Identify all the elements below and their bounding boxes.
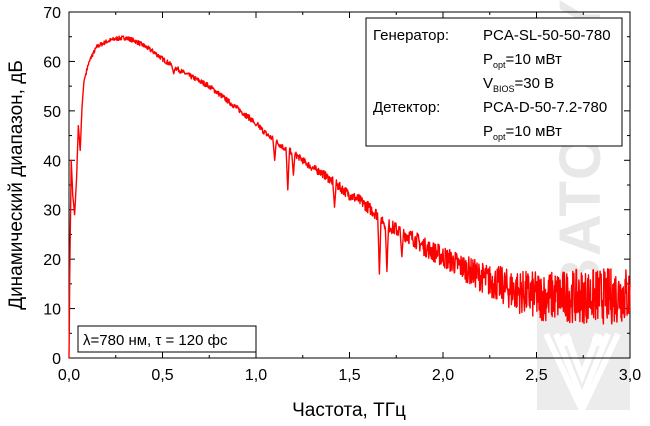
info-row-value: Popt=10 мВт (483, 123, 562, 142)
x-tick-label: 2,0 (432, 367, 454, 384)
info-box: Генератор: PCA-SL-50-50-780 Popt=10 мВт VBI… (365, 17, 623, 147)
x-tick-label: 1,5 (338, 367, 360, 384)
info-row-value: PCA-D-50-7.2-780 (483, 99, 607, 116)
y-tick-label: 70 (43, 5, 61, 22)
info-row-value: PCA-SL-50-50-780 (483, 27, 611, 44)
info-row-value: Popt=10 мВт (483, 51, 562, 70)
info-box-rows: Генератор: PCA-SL-50-50-780 Popt=10 мВт VBI… (373, 27, 611, 142)
y-tick-label: 10 (43, 302, 61, 319)
x-axis-title: Частота, ТГц (292, 400, 406, 421)
x-tick-label: 0,0 (58, 367, 80, 384)
params-text: λ=780 нм, τ = 120 фс (83, 332, 228, 349)
y-tick-label: 30 (43, 203, 61, 220)
watermark-logo-ring-icon (560, 334, 604, 346)
info-row-label: Генератор: (373, 27, 449, 44)
y-tick-label: 60 (43, 54, 61, 71)
series-line (68, 35, 631, 359)
y-axis-title: Динамический диапазон, дБ (6, 60, 27, 310)
x-tick-label: 1,0 (245, 367, 267, 384)
params-box-frame (77, 325, 257, 353)
axes: 0,0 0,5 1,0 1,5 2,0 2,5 3,0 0 10 20 30 40 50 60 70 (43, 5, 641, 384)
x-tick-label: 2,5 (525, 367, 547, 384)
y-tick-label: 50 (43, 104, 61, 121)
info-row-label: Детектор: (373, 99, 440, 116)
y-tick-label: 0 (52, 351, 61, 368)
y-tick-label: 20 (43, 252, 61, 269)
x-tick-label: 3,0 (619, 367, 641, 384)
watermark-logo-icon (543, 332, 621, 418)
info-row-value: VBIOS=30 В (483, 75, 554, 94)
y-tick-label: 40 (43, 153, 61, 170)
params-box: λ=780 нм, τ = 120 фс (77, 325, 257, 353)
info-box-frame (365, 17, 623, 147)
x-tick-label: 0,5 (151, 367, 173, 384)
